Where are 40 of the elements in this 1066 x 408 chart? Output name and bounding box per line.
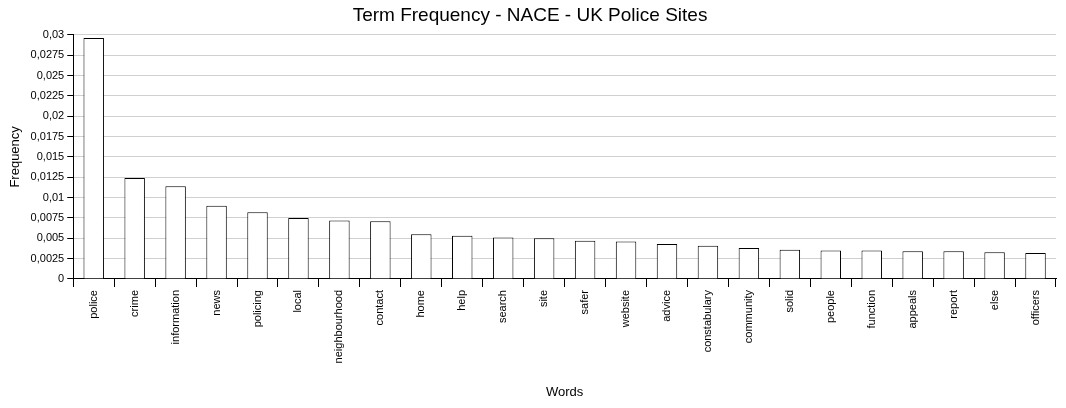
y-tick-label: 0,01 [42,190,65,203]
y-tick-label: 0,0125 [30,170,65,183]
y-axis-title: Frequency [7,125,23,188]
x-tick-label: else [987,290,1000,311]
x-tick-label: constabulary [700,289,713,353]
y-tick-label: 0,0025 [30,251,65,264]
x-tick-label: community [741,289,754,344]
y-tick-label: 0,025 [36,68,65,81]
y-tick-label: 0,02 [42,109,65,122]
x-tick-label: contact [373,290,386,326]
y-tick-label: 0 [58,272,65,285]
chart-title: Term Frequency - NACE - UK Police Sites [352,3,708,25]
x-tick-label: help [455,290,468,311]
x-tick-label: home [414,290,427,318]
x-tick-label: advice [660,290,673,322]
x-tick-label: safer [578,289,591,315]
x-axis-title: Words [545,383,584,399]
x-tick-label: report [946,290,959,319]
x-tick-label: appeals [905,289,918,329]
x-tick-label: search [496,290,509,324]
y-tick-label: 0,0225 [30,88,65,101]
y-tick-label: 0,015 [36,149,65,162]
x-tick-label: news [209,289,222,316]
x-tick-label: policing [250,290,263,328]
x-tick-label: people [823,290,836,324]
x-tick-label: function [864,290,877,329]
x-tick-label: officers [1028,289,1041,326]
x-tick-label: solid [782,290,795,313]
y-tick-label: 0,03 [42,27,65,40]
x-tick-label: website [619,290,632,329]
y-tick-label: 0,0075 [30,210,65,223]
y-tick-label: 0,0275 [30,48,65,61]
x-tick-label: local [291,290,304,313]
y-tick-label: 0,0175 [30,129,65,142]
x-tick-label: police [86,290,99,319]
x-tick-label: information [168,290,181,345]
y-tick-label: 0,005 [36,231,65,244]
x-tick-label: neighbourhood [332,290,345,364]
x-tick-label: site [537,290,550,308]
x-tick-label: crime [127,290,140,317]
